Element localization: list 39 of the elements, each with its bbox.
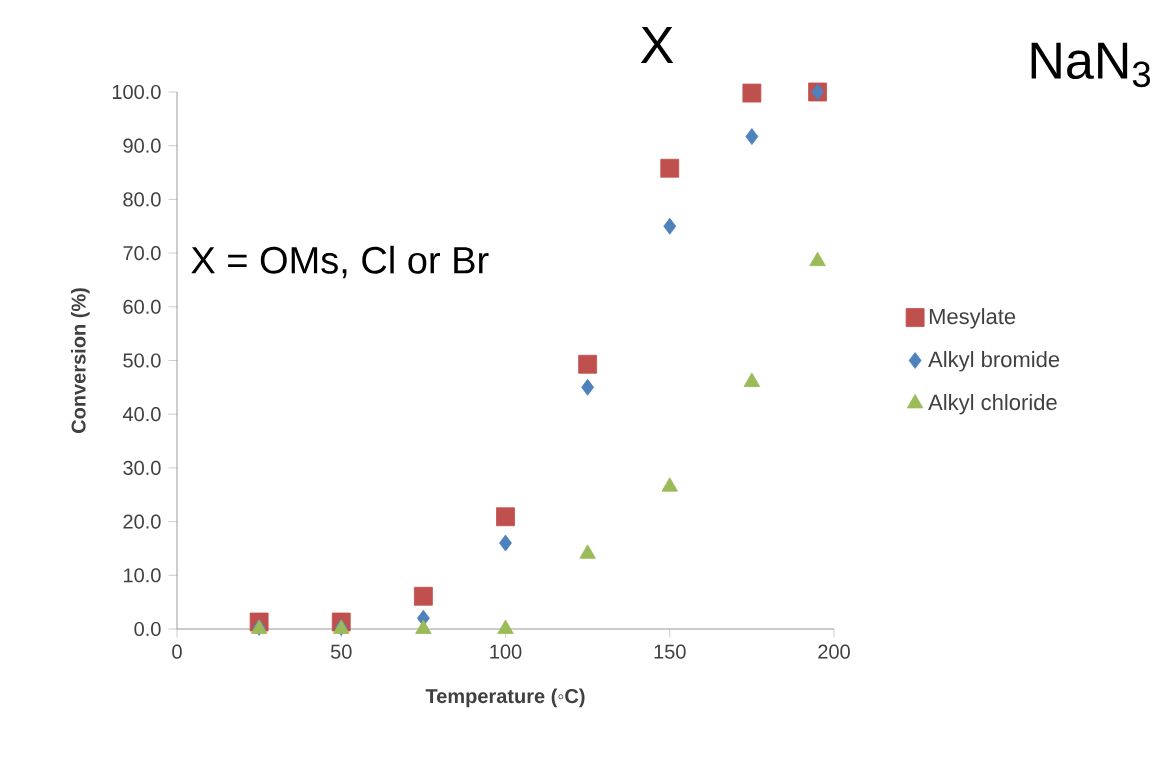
x-axis-title: Temperature (◦C) <box>425 688 585 708</box>
y-tick-label: 40.0 <box>122 407 161 422</box>
point <box>581 378 595 396</box>
y-axis-title: Conversion (%) <box>70 288 90 434</box>
point <box>413 586 433 606</box>
point <box>579 544 596 559</box>
text: NaN$_{3}$ <box>1031 42 1151 88</box>
x-tick-label: 200 <box>818 644 850 659</box>
y-tick-label: 100.0 <box>112 84 161 100</box>
y-tick-label: 10.0 <box>124 568 161 583</box>
y-tick-label: 20.0 <box>123 514 161 529</box>
point <box>497 619 514 634</box>
x-tick-label: 100 <box>490 644 522 659</box>
point <box>743 372 761 387</box>
x-tick-label: 150 <box>654 644 686 659</box>
point <box>496 507 515 527</box>
legend-label: Mesylate <box>929 308 1016 329</box>
y-tick-label: 90.0 <box>123 138 161 153</box>
legend-label: Alkyl bromide <box>928 351 1060 372</box>
y-tick-label: 60.0 <box>123 299 161 314</box>
y-tick-label: 80.0 <box>123 192 161 207</box>
point <box>663 217 677 235</box>
point <box>415 619 432 634</box>
point <box>809 251 826 267</box>
point <box>661 477 678 492</box>
x-tick-label: 50 <box>330 644 352 659</box>
annotation: X = OMs, Cl or Br <box>191 245 489 279</box>
text: X <box>640 27 674 63</box>
point <box>742 83 762 103</box>
legend-label: Alkyl chloride <box>928 393 1057 415</box>
point <box>660 158 680 178</box>
y-tick-label: 30.0 <box>123 460 161 475</box>
y-tick-label: 70.0 <box>123 246 161 261</box>
point <box>745 128 759 145</box>
point <box>499 534 512 552</box>
x-tick-label: 0 <box>172 644 182 659</box>
point <box>578 354 598 374</box>
y-tick-label: 0.0 <box>134 621 161 637</box>
y-tick-label: 50.0 <box>123 353 161 368</box>
